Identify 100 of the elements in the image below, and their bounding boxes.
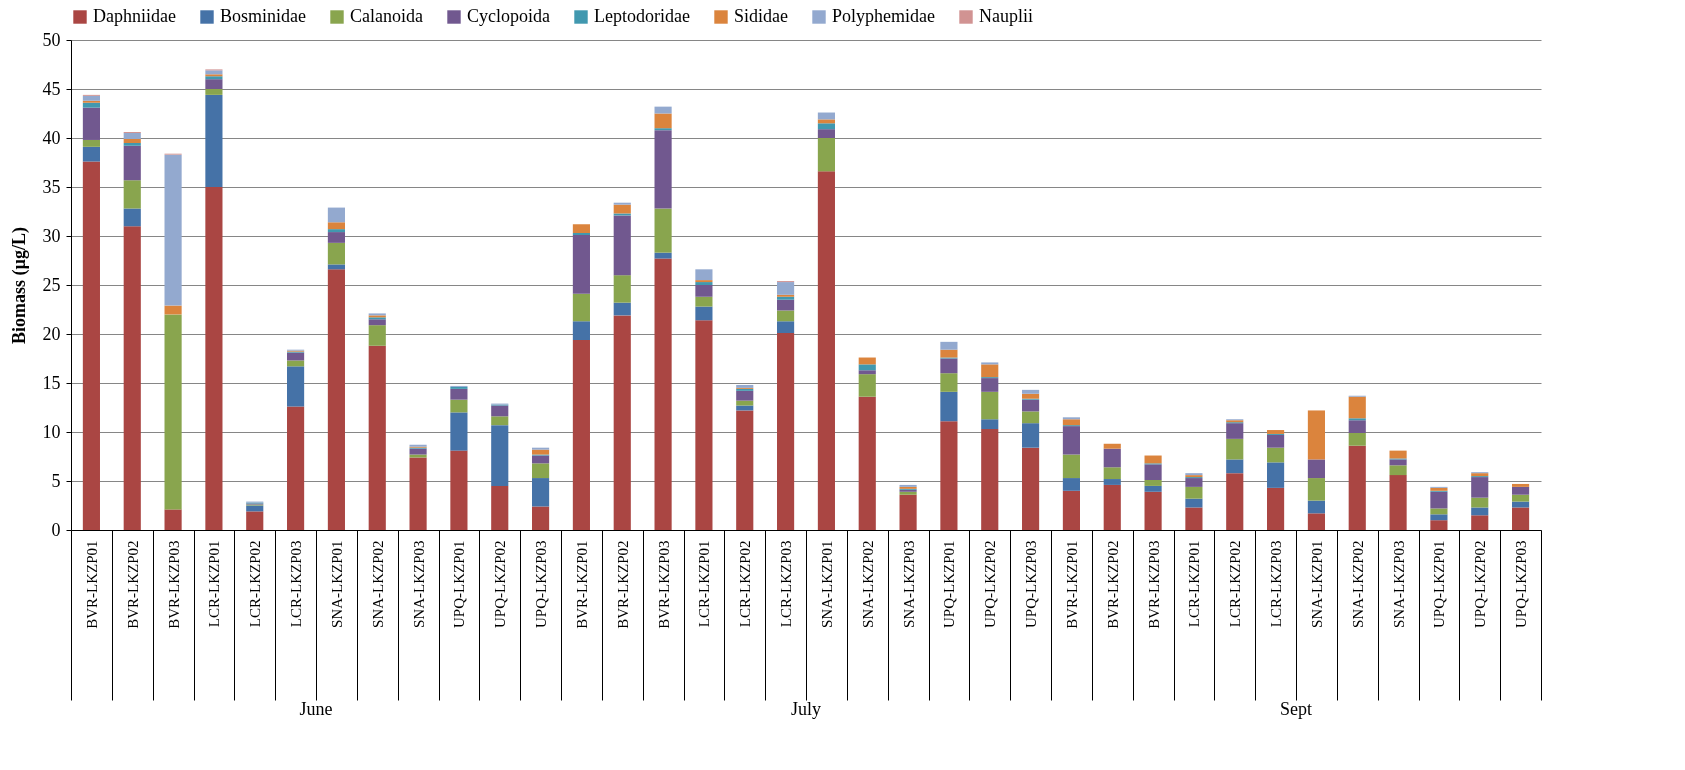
bar — [1307, 500, 1325, 514]
bar — [327, 232, 345, 243]
bar — [205, 70, 223, 75]
bar — [82, 102, 100, 108]
bar — [1512, 507, 1530, 530]
bar — [1103, 467, 1121, 480]
y-tick-label: 35 — [42, 176, 61, 197]
x-tick-label: SNA-LKZP02 — [1349, 540, 1366, 629]
legend-label: Polyphemidae — [832, 6, 935, 26]
x-tick-label: SNA-LKZP01 — [1308, 540, 1325, 629]
x-tick-label: UPQ-LKZP02 — [1472, 540, 1489, 629]
bar — [123, 133, 141, 139]
x-tick-label: UPQ-LKZP03 — [1513, 540, 1530, 629]
bar — [450, 450, 468, 530]
bar — [1022, 393, 1040, 399]
bar — [82, 107, 100, 140]
bar — [123, 208, 141, 227]
x-tick-label: BVR-LKZP01 — [1063, 540, 1080, 629]
bar — [613, 275, 631, 303]
bar — [817, 129, 835, 138]
legend-label: Leptodoridae — [594, 6, 690, 26]
bar — [532, 449, 550, 455]
bar — [1103, 443, 1121, 449]
bar — [1512, 494, 1530, 502]
x-tick-label: LCR-LKZP03 — [778, 540, 795, 628]
bar — [123, 180, 141, 209]
bar — [1471, 507, 1489, 516]
bar — [695, 296, 713, 307]
bar — [1348, 420, 1366, 433]
bar — [205, 94, 223, 187]
bar — [409, 457, 427, 530]
bar — [409, 448, 427, 455]
bar — [1307, 478, 1325, 501]
bar — [123, 138, 141, 143]
y-tick-label: 20 — [42, 323, 61, 344]
bar — [1471, 477, 1489, 498]
bar — [1144, 480, 1162, 486]
bar — [1144, 464, 1162, 481]
x-tick-label: UPQ-LKZP03 — [533, 540, 550, 629]
bar — [1389, 465, 1407, 476]
bar — [1471, 497, 1489, 508]
bar — [1348, 396, 1366, 419]
bar — [981, 364, 999, 378]
bar — [1389, 459, 1407, 466]
bar — [164, 509, 182, 530]
legend-label: Daphniidae — [93, 6, 176, 26]
y-tick-label: 10 — [42, 421, 61, 442]
bar — [1307, 459, 1325, 479]
bar — [736, 390, 754, 401]
y-axis-title: Biomass (µg/L) — [8, 227, 30, 344]
bar — [981, 419, 999, 430]
bar — [654, 113, 672, 129]
bar — [327, 269, 345, 530]
bar — [246, 511, 264, 530]
bar — [940, 341, 958, 350]
x-tick-label: UPQ-LKZP01 — [451, 540, 468, 629]
bar — [1430, 520, 1448, 530]
x-tick-label: UPQ-LKZP02 — [492, 540, 509, 629]
bar — [654, 106, 672, 114]
x-tick-label: UPQ-LKZP01 — [941, 540, 958, 629]
bar — [1103, 448, 1121, 468]
x-tick-label: SNA-LKZP02 — [369, 540, 386, 629]
y-tick-label: 5 — [51, 470, 61, 491]
legend-label: Cyclopoida — [467, 6, 550, 26]
bar — [1348, 432, 1366, 446]
x-tick-label: LCR-LKZP02 — [1227, 540, 1244, 628]
x-tick-label: UPQ-LKZP02 — [982, 540, 999, 629]
bar — [287, 366, 305, 407]
bar — [572, 224, 590, 234]
x-tick-label: BVR-LKZP02 — [614, 540, 631, 629]
bar — [82, 139, 100, 147]
bar — [1022, 423, 1040, 448]
x-tick-label: LCR-LKZP01 — [1186, 540, 1203, 628]
bar — [287, 360, 305, 367]
y-tick-label: 40 — [42, 127, 61, 148]
bar — [1471, 515, 1489, 530]
bar — [327, 229, 345, 233]
x-tick-label: SNA-LKZP03 — [410, 540, 427, 629]
bar — [1512, 486, 1530, 495]
bar — [1144, 491, 1162, 530]
bar — [205, 89, 223, 95]
bar — [450, 412, 468, 451]
y-tick-label: 30 — [42, 225, 61, 246]
bar — [1062, 419, 1080, 426]
bar — [1185, 498, 1203, 508]
bar — [164, 154, 182, 306]
bar — [817, 119, 835, 124]
bar — [205, 187, 223, 530]
bar — [1430, 514, 1448, 521]
y-tick-label: 45 — [42, 78, 61, 99]
bar — [123, 226, 141, 530]
bar — [1267, 462, 1285, 488]
x-tick-label: SNA-LKZP01 — [328, 540, 345, 629]
x-tick-label: LCR-LKZP02 — [247, 540, 264, 628]
y-tick-label: 15 — [42, 372, 61, 393]
bar — [532, 478, 550, 507]
bar — [858, 370, 876, 375]
text: Sept — [1279, 699, 1313, 719]
bar — [654, 208, 672, 253]
bar — [572, 235, 590, 294]
